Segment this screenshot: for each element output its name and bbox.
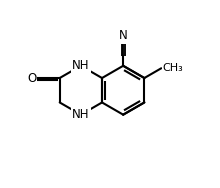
Text: NH: NH	[72, 59, 90, 72]
Text: CH₃: CH₃	[163, 63, 183, 73]
Text: NH: NH	[72, 108, 90, 121]
Text: O: O	[27, 71, 37, 85]
Text: N: N	[119, 29, 128, 42]
